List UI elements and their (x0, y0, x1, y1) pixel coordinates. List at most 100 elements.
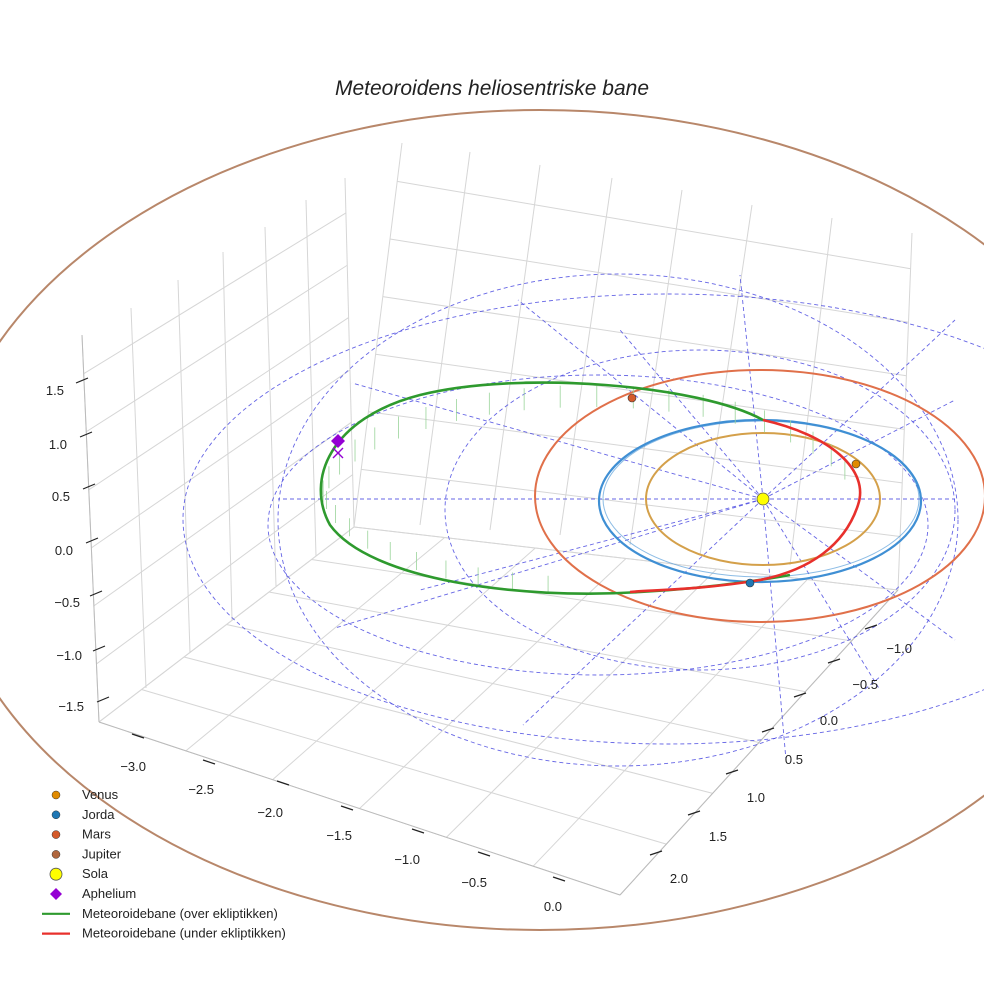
z-tick-label: 1.5 (46, 383, 64, 398)
z-tick-label: 0.5 (52, 489, 70, 504)
y-axis-ticks: −1.0 −0.5 0.0 0.5 1.0 1.5 2.0 (649, 624, 912, 886)
legend-marker (50, 888, 62, 900)
x-tick-label: −2.5 (188, 782, 214, 797)
grid-line (96, 474, 353, 665)
z-tick-label: 1.0 (49, 437, 67, 452)
planet-orbits (534, 369, 984, 623)
y-tick-mark (649, 850, 663, 856)
meteoroid-orbit-above (319, 381, 791, 595)
y-tick-label: −1.0 (886, 641, 912, 656)
meteoroid-orbit-below (629, 418, 862, 594)
grid-line (375, 353, 905, 430)
grid-line (88, 317, 349, 491)
x-tick-mark (131, 733, 145, 739)
z-tick-label: −1.0 (56, 648, 82, 663)
x-tick-mark (202, 759, 216, 765)
legend-label: Jorda (82, 807, 115, 822)
grid-line (559, 177, 613, 536)
y-tick-mark (725, 769, 739, 775)
y-tick-label: 0.5 (785, 752, 803, 767)
grid-line (382, 296, 907, 377)
mars-marker (627, 393, 637, 403)
grid-line (489, 164, 541, 531)
earth-orbit (597, 418, 923, 584)
legend-label: Sola (82, 866, 109, 881)
z-tick-mark (89, 590, 103, 597)
grid-line (93, 421, 352, 607)
grid-line (361, 468, 901, 537)
x-tick-mark (276, 780, 290, 786)
grid-line (83, 212, 347, 375)
y-tick-label: 1.5 (709, 829, 727, 844)
y-axis-line (619, 589, 899, 896)
z-axis-line (81, 334, 100, 723)
ecliptic-spoke (522, 498, 764, 726)
grid-line (141, 689, 667, 845)
ecliptic-ring (267, 374, 929, 676)
grid-line (419, 151, 471, 526)
ecliptic-spoke (419, 498, 764, 591)
grid-line (897, 232, 913, 591)
legend-marker (51, 810, 61, 820)
ecliptic-spoke (762, 498, 881, 691)
x-tick-mark (340, 805, 354, 811)
legend-marker (51, 830, 61, 839)
grid-line (311, 559, 852, 642)
grid-line (389, 238, 909, 323)
grid-line (344, 177, 355, 528)
aphelion-projection-marker (332, 447, 344, 459)
legend-marker (51, 850, 61, 859)
ecliptic-spoke (619, 329, 764, 500)
x-tick-label: −0.5 (461, 875, 487, 890)
jupiter-orbit (0, 109, 984, 931)
ecliptic-spoke (517, 299, 764, 500)
z-tick-mark (96, 696, 110, 703)
z-tick-label: −1.5 (58, 699, 84, 714)
ecliptic-ring (277, 273, 959, 767)
grid-line (177, 279, 191, 654)
ecliptic-spoke (334, 498, 764, 629)
ecliptic-spoke (762, 319, 956, 500)
ecliptic-ring (182, 293, 984, 745)
planet-markers (331, 393, 861, 588)
x-tick-label: −1.5 (326, 828, 352, 843)
ecliptic-spoke (762, 399, 956, 500)
legend-marker (51, 790, 61, 800)
sun-marker (756, 492, 770, 506)
x-tick-label: −2.0 (257, 805, 283, 820)
legend-label: Aphelium (82, 886, 136, 901)
grid-line (305, 199, 317, 557)
grid-line (91, 369, 351, 549)
z-tick-label: −0.5 (54, 595, 80, 610)
x-tick-label: −3.0 (120, 759, 146, 774)
x-tick-mark (477, 851, 491, 857)
x-tick-label: −1.0 (394, 852, 420, 867)
x-axis-ticks: −3.0 −2.5 −2.0 −1.5 −1.0 −0.5 0.0 (120, 733, 566, 914)
grid-line (264, 226, 277, 587)
z-tick-mark (82, 483, 96, 490)
y-tick-label: 0.0 (820, 713, 838, 728)
legend-label: Mars (82, 827, 111, 842)
ecliptic-reference-grid (182, 273, 984, 767)
y-tick-mark (793, 692, 807, 698)
grid-line (222, 251, 233, 621)
grid-line (699, 204, 753, 556)
jupiter-orbit-line (0, 109, 984, 931)
chart-title: Meteoroidens heliosentriske bane (335, 77, 649, 100)
grid-line (353, 142, 403, 528)
y-tick-mark (761, 727, 775, 733)
z-tick-mark (85, 537, 99, 544)
grid-line (368, 411, 903, 484)
grid-line (268, 591, 806, 693)
grid-line (85, 264, 348, 433)
y-tick-mark (827, 658, 841, 664)
grid-line (226, 624, 760, 743)
y-tick-label: 1.0 (747, 790, 765, 805)
x-axis-line (98, 721, 621, 896)
legend: Venus Jorda Mars Jupiter Sola Aphelium Meteoro… (42, 787, 286, 941)
y-tick-mark (687, 810, 701, 816)
meteoroid-orbit (319, 381, 862, 595)
ecliptic-spoke (762, 498, 956, 641)
grid-line (397, 180, 911, 270)
